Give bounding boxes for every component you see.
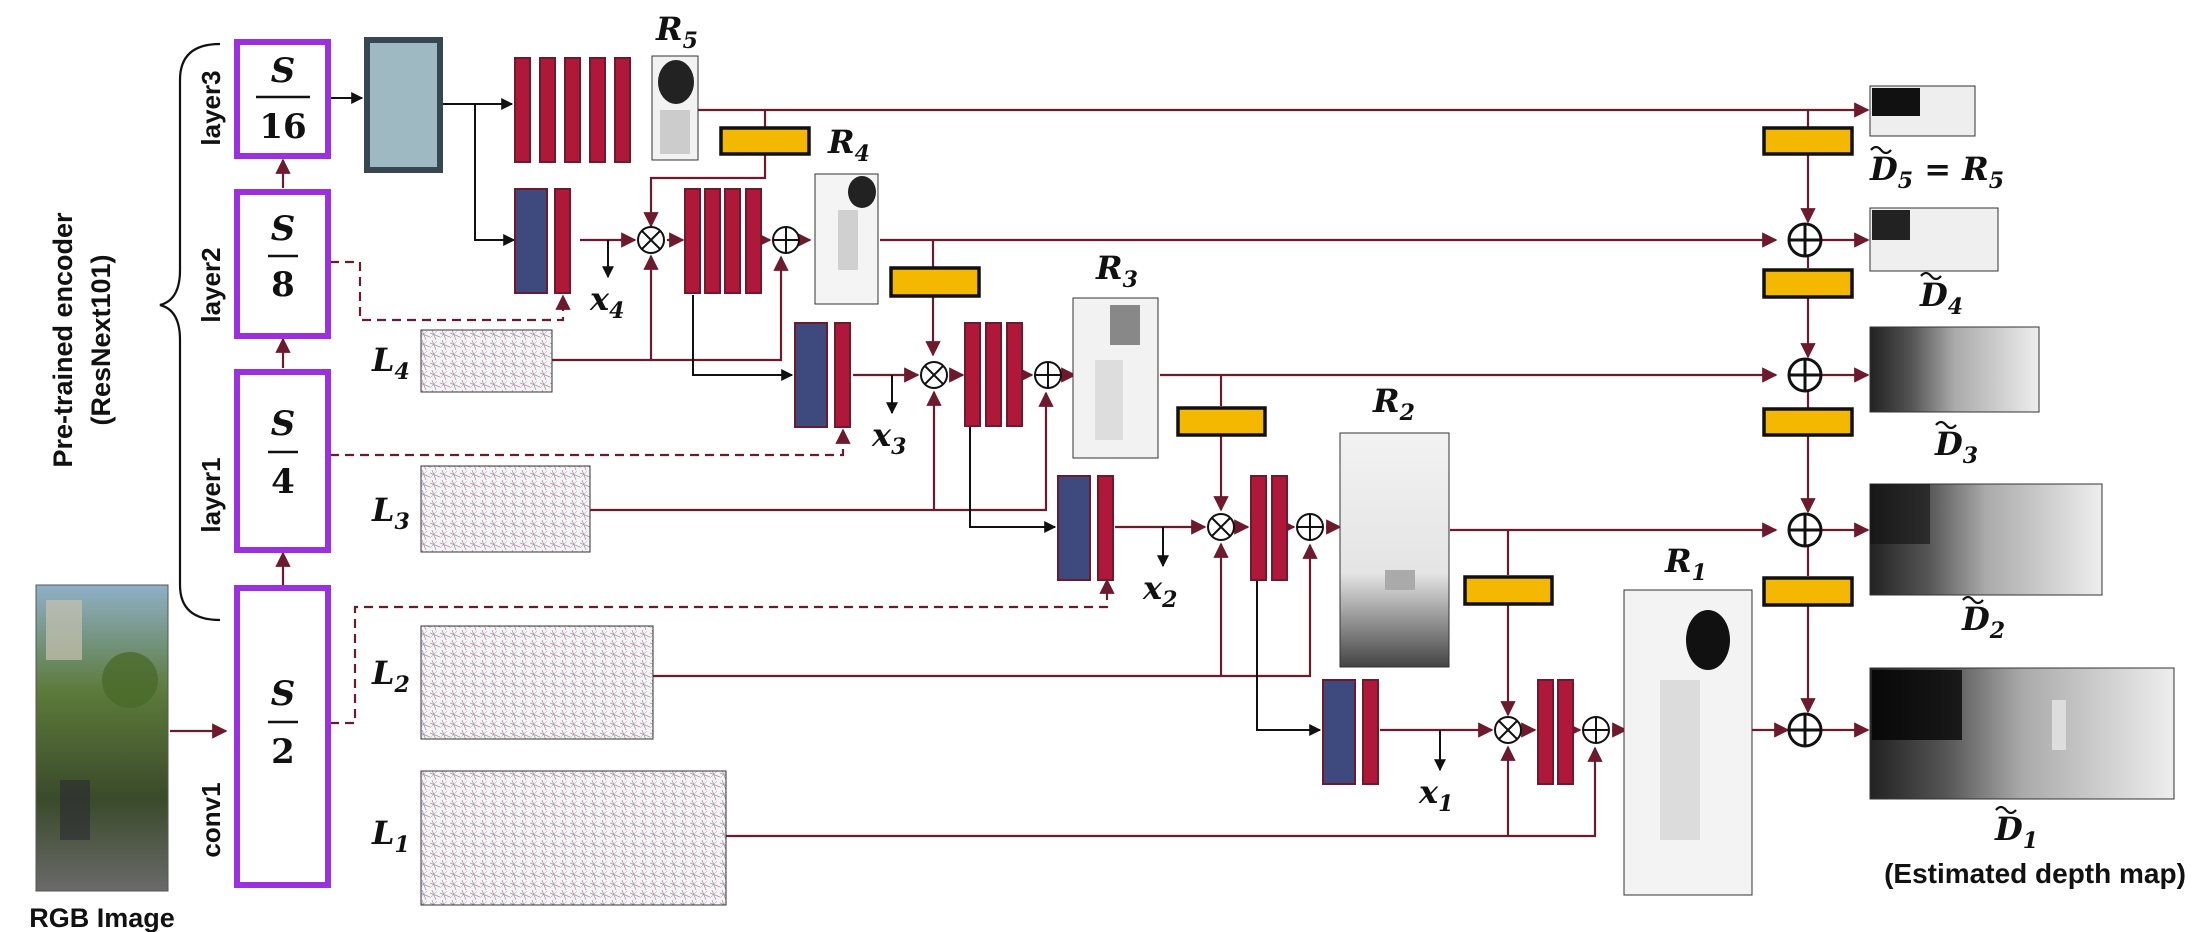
encoder-layer-layer1: S 4 [234, 369, 331, 553]
svg-text:S: S [271, 209, 296, 249]
svg-text:D2: D2 [1961, 600, 2005, 644]
label-l2: L2 [371, 654, 410, 698]
svg-text:8: 8 [271, 265, 295, 305]
svg-text:4: 4 [271, 462, 295, 502]
svg-text:D5 = R5: D5 = R5 [1869, 150, 2004, 194]
svg-text:x4: x4 [589, 280, 624, 324]
svg-text:x2: x2 [1142, 569, 1177, 613]
conv-stack-r3 [964, 322, 1023, 427]
label-x2: x2 [1142, 569, 1177, 613]
upsample-blocks [719, 126, 1854, 607]
label-x1: x1 [1418, 773, 1453, 817]
layer-name-layer1: layer1 [196, 457, 226, 532]
residual-map-r5 [651, 55, 699, 161]
svg-text:x3: x3 [871, 416, 906, 460]
label-r1: R1 [1664, 542, 1707, 586]
svg-text:D4: D4 [1919, 276, 1963, 320]
label-l3: L3 [371, 491, 410, 535]
output-depth-d5 [1869, 85, 1976, 137]
backbone-connections [330, 92, 1446, 772]
label-d4: D4 [1919, 271, 1963, 320]
laplacian-map-l1 [420, 770, 727, 906]
output-depth-d3 [1869, 326, 2040, 413]
svg-text:16: 16 [259, 107, 306, 147]
svg-text:S: S [271, 674, 296, 714]
layer-name-layer2: layer2 [196, 247, 226, 322]
label-r5: R5 [655, 10, 698, 54]
laplacian-map-l3 [420, 465, 591, 553]
encoder-layer-layer2: S 8 [234, 189, 331, 339]
label-d3: D3 [1934, 420, 1978, 469]
conv-stack-r1 [1537, 679, 1574, 785]
svg-text:L2: L2 [371, 654, 410, 698]
rgb-input-image [35, 584, 169, 892]
encoder-layer-conv1: S 2 [234, 585, 331, 888]
feature-block-x4 [514, 188, 571, 294]
svg-text:R4: R4 [827, 123, 870, 167]
connections [170, 102, 1870, 838]
output-add-operators [1787, 222, 1823, 748]
conv-stack-r4 [684, 188, 762, 294]
svg-text:L4: L4 [371, 341, 410, 385]
residual-map-r4 [814, 173, 879, 305]
svg-text:S: S [271, 51, 296, 91]
output-depth-d1 [1869, 667, 2175, 800]
svg-text:R2: R2 [1372, 382, 1415, 426]
multiply-operators [637, 226, 1522, 744]
residual-map-r3 [1072, 297, 1159, 459]
label-d1: D1 [1994, 805, 2038, 854]
encoder-layer-layer3: S 16 [234, 39, 331, 159]
conv-stack-r2 [1250, 475, 1288, 581]
laplacian-map-l4 [420, 329, 553, 393]
svg-text:R3: R3 [1095, 249, 1138, 293]
label-d2: D2 [1961, 595, 2005, 644]
svg-text:L3: L3 [371, 491, 410, 535]
bottleneck-block [364, 37, 443, 173]
residual-map-r2 [1339, 432, 1450, 668]
label-l1: L1 [371, 814, 410, 858]
laplacian-map-l2 [420, 625, 654, 740]
layer-name-layer3: layer3 [196, 70, 226, 145]
label-r4: R4 [827, 123, 870, 167]
rgb-image-label: RGB Image [29, 903, 175, 932]
encoder-label: Pre-trained encoder [48, 212, 78, 468]
encoder-brace [159, 42, 221, 622]
label-x4: x4 [589, 280, 624, 324]
svg-text:R1: R1 [1664, 542, 1707, 586]
svg-text:L1: L1 [371, 814, 410, 858]
output-depth-d4 [1869, 207, 1999, 272]
layer-name-conv1: conv1 [196, 782, 226, 857]
output-caption: (Estimated depth map) [1884, 858, 2186, 889]
svg-text:R5: R5 [655, 10, 698, 54]
label-r3: R3 [1095, 249, 1138, 293]
svg-text:S: S [271, 404, 296, 444]
svg-text:D1: D1 [1994, 810, 2038, 854]
feature-block-x1 [1322, 679, 1379, 785]
label-r2: R2 [1372, 382, 1415, 426]
svg-text:D3: D3 [1934, 425, 1978, 469]
svg-text:x1: x1 [1418, 773, 1453, 817]
add-operators [772, 226, 1610, 744]
label-l4: L4 [371, 341, 410, 385]
residual-map-r1 [1623, 589, 1753, 896]
encoder-backbone-label: (ResNext101) [86, 254, 116, 425]
svg-text:2: 2 [271, 732, 295, 772]
label-d5: D5 = R5 [1869, 145, 2004, 194]
output-depth-d2 [1869, 483, 2103, 596]
feature-block-x3 [794, 322, 851, 428]
conv-stack-r5 [514, 57, 631, 163]
feature-block-x2 [1057, 475, 1114, 581]
label-x3: x3 [871, 416, 906, 460]
